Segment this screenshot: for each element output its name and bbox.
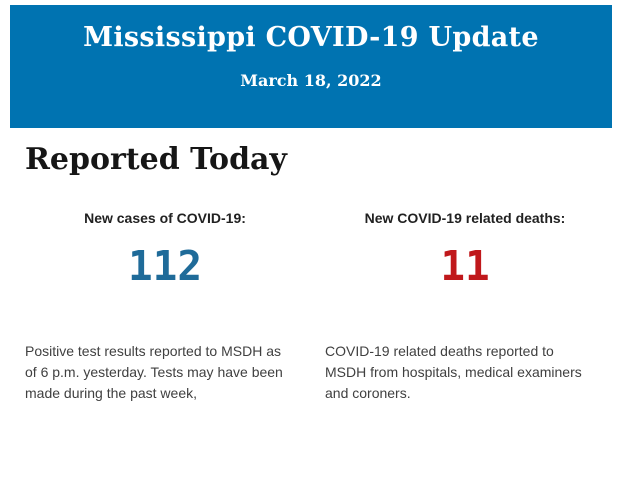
stat-new-cases: New cases of COVID-19: 112 Positive test…: [25, 210, 305, 404]
stat-value-new-deaths: 11: [440, 241, 490, 290]
header-banner: Mississippi COVID-19 Update March 18, 20…: [10, 5, 612, 128]
page-title: Mississippi COVID-19 Update: [83, 22, 539, 53]
stat-description-new-deaths: COVID-19 related deaths reported to MSDH…: [325, 342, 582, 401]
stat-label-new-cases: New cases of COVID-19:: [84, 209, 246, 226]
header-date: March 18, 2022: [240, 70, 382, 90]
stat-new-deaths: New COVID-19 related deaths: 11 COVID-19…: [325, 210, 605, 404]
stats-row: New cases of COVID-19: 112 Positive test…: [25, 210, 605, 404]
stat-value-new-cases: 112: [127, 241, 203, 290]
main-content: Reported Today New cases of COVID-19: 11…: [0, 142, 620, 404]
section-heading: Reported Today: [25, 142, 287, 177]
stat-label-new-deaths: New COVID-19 related deaths:: [364, 209, 566, 226]
stat-description-new-cases: Positive test results reported to MSDH a…: [25, 342, 283, 401]
